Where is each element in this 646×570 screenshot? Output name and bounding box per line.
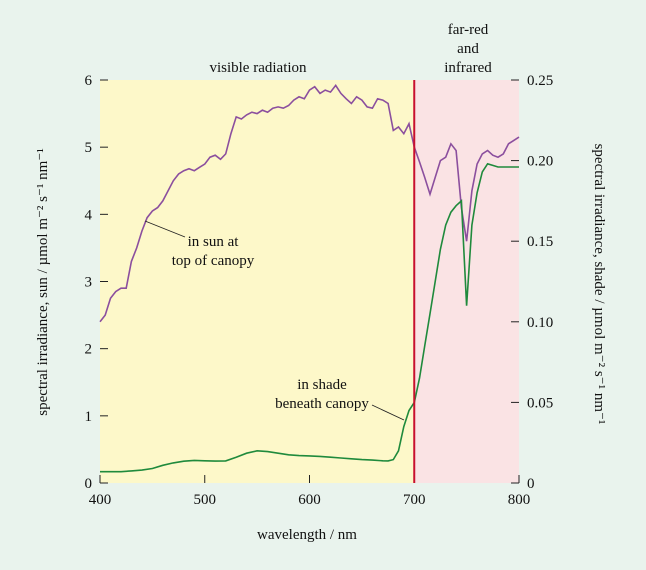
x-tick-label: 800 bbox=[508, 492, 531, 508]
series-shade-line bbox=[100, 162, 519, 473]
y-left-tick-label: 5 bbox=[85, 140, 93, 156]
y-right-tick-label: 0.25 bbox=[527, 73, 553, 89]
x-tick-label: 600 bbox=[298, 492, 321, 508]
annotation-shade-1: in shade bbox=[297, 377, 347, 393]
region-label-visible: visible radiation bbox=[209, 60, 307, 76]
y-right-tick-label: 0.20 bbox=[527, 154, 553, 170]
region-visible bbox=[100, 80, 415, 483]
x-tick-label: 400 bbox=[89, 492, 112, 508]
region-label-farred-1: far-red bbox=[448, 22, 489, 38]
region-label-farred-2: and bbox=[457, 41, 479, 57]
y-left-tick-label: 1 bbox=[85, 409, 93, 425]
region-farred bbox=[414, 80, 519, 483]
y-left-tick-label: 3 bbox=[85, 275, 93, 291]
y-axis-left-title: spectral irradiance, sun / µmol m⁻² s⁻¹ … bbox=[35, 148, 51, 416]
annotation-sun-2: top of canopy bbox=[172, 253, 255, 269]
y-left-tick-label: 4 bbox=[85, 207, 93, 223]
tick-labels: 400 500 600 700 800012345600.050.100.150.200… bbox=[85, 73, 554, 508]
x-axis-title: wavelength / nm bbox=[257, 527, 357, 543]
y-right-tick-label: 0.15 bbox=[527, 234, 553, 250]
tick-marks bbox=[99, 79, 520, 484]
y-right-tick-label: 0.05 bbox=[527, 395, 553, 411]
y-right-tick-label: 0.10 bbox=[527, 315, 553, 331]
series-sun-line bbox=[99, 84, 520, 323]
y-left-tick-label: 0 bbox=[85, 476, 93, 492]
leader-shade bbox=[371, 404, 405, 421]
y-left-tick-label: 2 bbox=[85, 342, 93, 358]
annotation-sun-1: in sun at bbox=[188, 234, 240, 250]
y-axis-right-title: spectral irradiance, shade / µmol m⁻² s⁻… bbox=[591, 144, 607, 425]
region-label-farred-3: infrared bbox=[444, 60, 492, 76]
leader-sun bbox=[144, 220, 186, 238]
x-tick-label: 500 bbox=[194, 492, 217, 508]
y-left-tick-label: 6 bbox=[85, 73, 93, 89]
y-right-tick-label: 0 bbox=[527, 476, 535, 492]
annotation-shade-2: beneath canopy bbox=[275, 396, 369, 412]
x-tick-label: 700 bbox=[403, 492, 426, 508]
